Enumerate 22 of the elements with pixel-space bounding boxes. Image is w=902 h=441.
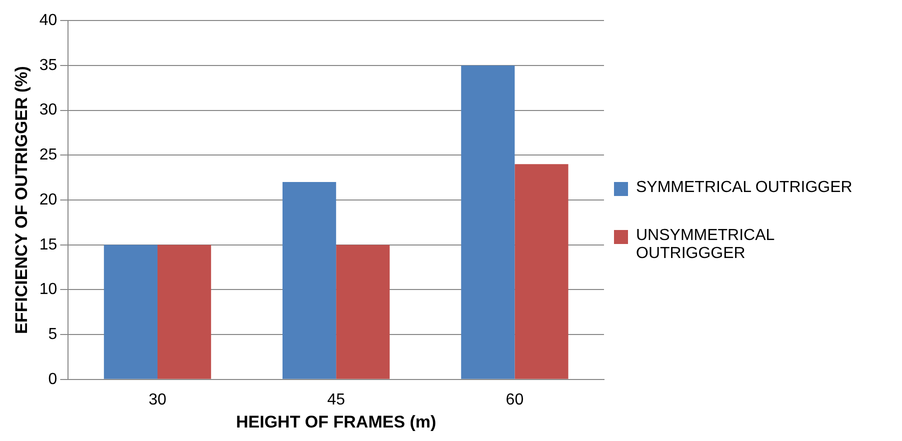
y-tick-label: 15 [39,236,58,254]
legend-label: UNSYMMETRICAL OUTRIGGGER [636,226,776,262]
bar [461,65,515,379]
y-tick-label: 10 [39,281,58,298]
bar [336,244,390,379]
y-tick-label: 5 [48,326,58,343]
bar [282,182,336,379]
x-tick-label: 30 [148,391,166,408]
x-tick-label: 45 [327,391,346,408]
bar [104,244,158,379]
y-tick-label: 25 [39,146,58,164]
x-tick-label: 60 [506,391,524,408]
y-tick-label: 20 [39,191,58,208]
bar [514,164,568,379]
x-axis-title: HEIGHT OF FRAMES (m) [236,412,436,432]
legend-label: SYMMETRICAL OUTRIGGER [636,178,852,196]
y-tick-label: 30 [39,102,58,119]
y-tick-label: 35 [39,56,58,74]
y-tick-label: 0 [48,370,58,388]
y-tick-label: 40 [39,12,58,30]
y-axis-title: EFFICIENCY OF OUTRIGGER (%) [12,66,31,334]
bar [158,244,212,379]
